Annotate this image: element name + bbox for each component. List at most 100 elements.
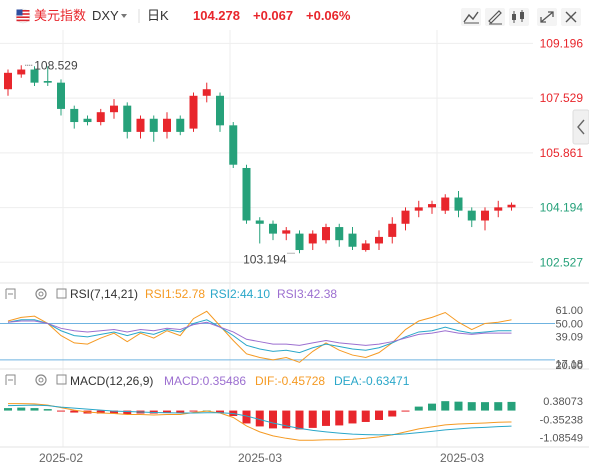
- checkbox-icon[interactable]: [56, 288, 67, 299]
- candle-body: [149, 118, 158, 132]
- rsi-header: RSI(7,14,21) RSI1:52.78 RSI2:44.10 RSI3:…: [5, 287, 337, 301]
- gear-icon[interactable]: [35, 288, 47, 300]
- candle-body: [70, 108, 79, 123]
- candle-body: [189, 95, 198, 129]
- caret-down-icon[interactable]: [121, 14, 127, 18]
- macd-histogram-bar: [70, 410, 79, 413]
- macd-histogram-bar: [43, 409, 52, 411]
- candle-body: [295, 233, 304, 251]
- rsi1-value: RSI1:52.78: [145, 287, 205, 301]
- macd-histogram-bar: [414, 406, 423, 411]
- macd-tick-label: -0.35238: [540, 414, 583, 426]
- price-tick-label: 107.529: [540, 91, 584, 105]
- candle-body: [348, 233, 357, 247]
- candle-body: [388, 223, 397, 237]
- candle-body: [216, 95, 224, 126]
- macd-histogram-bar: [308, 410, 317, 428]
- macd-histogram-bar: [96, 410, 105, 414]
- macd-histogram-bar: [4, 408, 12, 411]
- candle-body: [4, 72, 12, 90]
- rsi-tick-label: 17.18: [555, 358, 583, 370]
- macd-value: MACD:0.35486: [164, 374, 246, 388]
- price-value: 104.278: [193, 8, 240, 23]
- period-label[interactable]: 日K: [147, 8, 169, 23]
- candle-body: [269, 223, 277, 234]
- dea-value: DEA:-0.63471: [334, 374, 410, 388]
- macd-histogram-bar: [348, 410, 357, 424]
- dif-value: DIF:-0.45728: [255, 374, 325, 388]
- rsi-title: RSI(7,14,21): [70, 287, 138, 301]
- macd-histogram-bar: [242, 410, 251, 424]
- candle-body: [43, 81, 52, 83]
- hide-panel-icon[interactable]: [5, 374, 16, 385]
- price-tick-label: 109.196: [540, 36, 584, 50]
- candle-type-icon[interactable]: [509, 8, 529, 26]
- candle-body: [176, 118, 185, 132]
- rsi2-value: RSI2:44.10: [210, 287, 270, 301]
- candle-body: [467, 210, 476, 221]
- candlestick-series: 108.529 103.194: [4, 58, 516, 266]
- candle-body: [83, 118, 92, 123]
- macd-histogram-bar: [163, 410, 171, 414]
- change-pct-value: +0.06%: [306, 8, 351, 23]
- candle-body: [441, 197, 450, 211]
- candle-body: [17, 69, 26, 75]
- candle-body: [163, 118, 171, 132]
- macd-histogram-bar: [401, 410, 410, 412]
- candle-body: [242, 167, 251, 221]
- macd-histogram-bar: [507, 401, 516, 411]
- candle-body: [507, 204, 516, 208]
- candle-body: [30, 69, 39, 83]
- macd-histogram-bar: [17, 407, 26, 411]
- candle-body: [322, 227, 330, 241]
- candle-body: [308, 233, 317, 244]
- macd-histogram-bar: [216, 410, 224, 413]
- macd-histogram-bar: [189, 410, 198, 412]
- macd-histogram-bar: [467, 402, 476, 411]
- macd-tick-label: 0.38073: [543, 396, 583, 408]
- candle-body: [335, 227, 344, 241]
- candle-body: [414, 207, 423, 211]
- macd-histogram-bar: [255, 410, 264, 427]
- rsi-tick-label: 61.00: [555, 305, 583, 317]
- expand-icon[interactable]: [537, 8, 557, 26]
- macd-histogram-bar: [335, 410, 344, 426]
- candle-body: [282, 230, 291, 234]
- macd-histogram-bar: [176, 410, 185, 414]
- candle-body: [401, 210, 410, 224]
- indicator-icon[interactable]: [461, 8, 481, 26]
- candle-body: [229, 125, 238, 165]
- candle-body: [428, 204, 436, 208]
- candle-body: [494, 207, 503, 211]
- candle-body: [136, 118, 145, 132]
- close-icon[interactable]: [561, 8, 581, 26]
- price-tick-label: 104.194: [540, 201, 584, 215]
- draw-icon[interactable]: [485, 8, 505, 26]
- time-axis-label: 2025-02: [39, 451, 83, 465]
- macd-histogram-bar: [322, 410, 330, 426]
- symbol-label: DXY: [92, 8, 119, 23]
- hide-panel-icon[interactable]: [5, 288, 16, 299]
- high-price-label: 108.529: [34, 58, 78, 72]
- rsi-line-3: [7, 320, 512, 346]
- candle-body: [375, 236, 383, 244]
- rsi-tick-label: 50.00: [555, 318, 583, 330]
- price-tick-label: 105.861: [540, 146, 584, 160]
- low-price-label: 103.194: [243, 252, 287, 266]
- price-axis: 109.196 107.529 105.861 104.194 102.527: [540, 36, 584, 269]
- us-flag-icon: [15, 8, 31, 24]
- checkbox-icon[interactable]: [56, 374, 67, 385]
- candle-body: [96, 112, 105, 123]
- macd-histogram-bar: [110, 410, 118, 414]
- candle-body: [57, 82, 65, 109]
- side-panel-toggle[interactable]: [572, 109, 589, 145]
- time-axis-label: 2025-03: [238, 451, 282, 465]
- chevron-left-icon: [577, 119, 585, 135]
- macd-histogram-bar: [441, 401, 450, 411]
- candle-body: [123, 105, 132, 132]
- dea-line: [7, 404, 512, 436]
- change-value: +0.067: [253, 8, 293, 23]
- symbol-cn-label: 美元指数: [34, 8, 86, 23]
- gear-icon[interactable]: [35, 374, 47, 386]
